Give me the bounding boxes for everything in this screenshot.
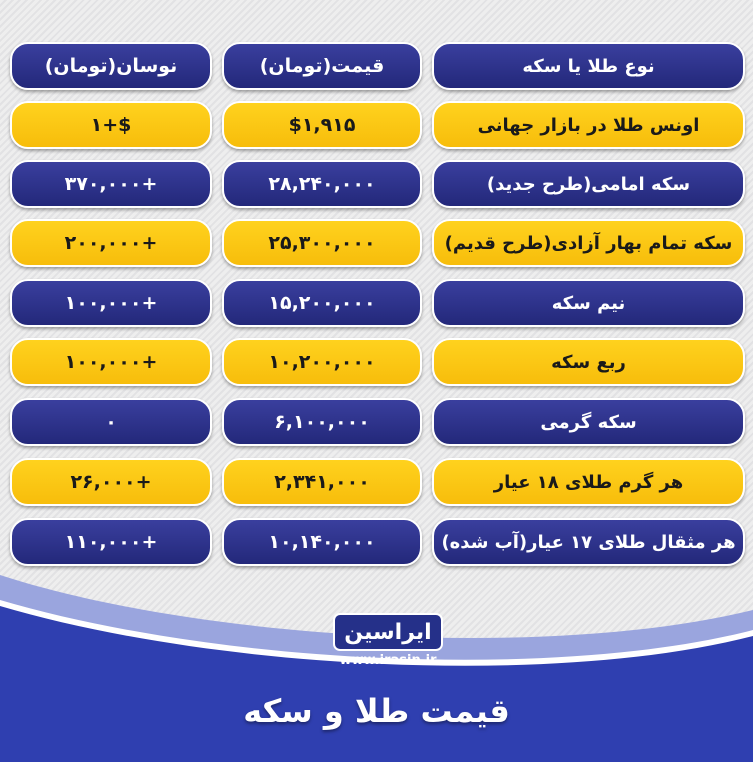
item-price: ۲۵,۳۰۰,۰۰۰ [222, 219, 422, 267]
table-row: هر گرم طلای ۱۸ عیار ۲,۳۴۱,۰۰۰ +۲۶,۰۰۰ [0, 458, 753, 506]
item-name: سکه امامی(طرح جدید) [432, 160, 745, 208]
irasin-logo: ایراسین [333, 613, 443, 651]
item-price: ۱۵,۲۰۰,۰۰۰ [222, 279, 422, 327]
item-change: +۳۷۰,۰۰۰ [10, 160, 212, 208]
table-row: هر مثقال طلای ۱۷ عیار(آب شده) ۱۰,۱۴۰,۰۰۰ +… [0, 518, 753, 566]
item-name: سکه تمام بهار آزادی(طرح قدیم) [432, 219, 745, 267]
header-type: نوع طلا یا سکه [432, 42, 745, 90]
item-change: +۱۰۰,۰۰۰ [10, 338, 212, 386]
site-url[interactable]: www.irasin.ir [339, 653, 437, 668]
table-row: اونس طلا در بازار جهانی $۱,۹۱۵ $+۱ [0, 101, 753, 149]
table-row: نیم سکه ۱۵,۲۰۰,۰۰۰ +۱۰۰,۰۰۰ [0, 279, 753, 327]
item-price: ۶,۱۰۰,۰۰۰ [222, 398, 422, 446]
page-title: قیمت طلا و سکه [243, 692, 510, 730]
item-price: ۱۰,۲۰۰,۰۰۰ [222, 338, 422, 386]
item-name: هر گرم طلای ۱۸ عیار [432, 458, 745, 506]
table-row: سکه تمام بهار آزادی(طرح قدیم) ۲۵,۳۰۰,۰۰۰ +… [0, 219, 753, 267]
item-price: $۱,۹۱۵ [222, 101, 422, 149]
item-name: اونس طلا در بازار جهانی [432, 101, 745, 149]
item-change: +۱۰۰,۰۰۰ [10, 279, 212, 327]
item-price: ۲,۳۴۱,۰۰۰ [222, 458, 422, 506]
item-change: ۰ [10, 398, 212, 446]
table-row: سکه گرمی ۶,۱۰۰,۰۰۰ ۰ [0, 398, 753, 446]
item-name: ربع سکه [432, 338, 745, 386]
item-change: +۲۶,۰۰۰ [10, 458, 212, 506]
item-change: $+۱ [10, 101, 212, 149]
header-change: نوسان(تومان) [10, 42, 212, 90]
item-price: ۱۰,۱۴۰,۰۰۰ [222, 518, 422, 566]
item-name: هر مثقال طلای ۱۷ عیار(آب شده) [432, 518, 745, 566]
item-change: +۱۱۰,۰۰۰ [10, 518, 212, 566]
table-header: نوع طلا یا سکه قیمت(تومان) نوسان(تومان) [0, 42, 753, 90]
item-change: +۲۰۰,۰۰۰ [10, 219, 212, 267]
table-row: ربع سکه ۱۰,۲۰۰,۰۰۰ +۱۰۰,۰۰۰ [0, 338, 753, 386]
item-name: نیم سکه [432, 279, 745, 327]
header-price: قیمت(تومان) [222, 42, 422, 90]
item-price: ۲۸,۲۴۰,۰۰۰ [222, 160, 422, 208]
item-name: سکه گرمی [432, 398, 745, 446]
table-row: سکه امامی(طرح جدید) ۲۸,۲۴۰,۰۰۰ +۳۷۰,۰۰۰ [0, 160, 753, 208]
